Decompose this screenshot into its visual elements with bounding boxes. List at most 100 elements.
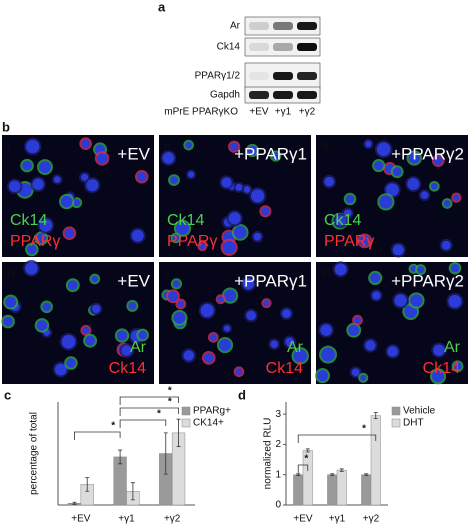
nucleus	[376, 142, 391, 157]
red-label: PPARγ	[167, 233, 217, 250]
bar	[370, 415, 381, 506]
nucleus	[64, 228, 75, 239]
error-bar	[130, 482, 135, 501]
nucleus	[218, 339, 232, 352]
numeral: II	[164, 142, 170, 153]
band	[297, 72, 317, 80]
red-label: Ck14	[266, 360, 303, 377]
nucleus	[39, 218, 53, 232]
annotation: *	[168, 386, 172, 397]
nucleus	[221, 177, 232, 188]
nucleus	[61, 195, 73, 208]
error-bar	[176, 418, 181, 448]
nucleus	[407, 178, 420, 191]
legend-swatch	[181, 418, 191, 428]
nucleus	[335, 215, 347, 226]
y-tick-label: 2	[275, 439, 281, 450]
nucleus	[73, 199, 81, 207]
band	[273, 72, 293, 80]
nucleus	[85, 335, 96, 346]
nucleus	[128, 301, 137, 310]
bracket	[119, 407, 179, 416]
nucleus	[27, 244, 37, 255]
nucleus	[433, 156, 443, 165]
nucleus	[410, 294, 423, 307]
nucleus	[36, 233, 47, 244]
bar	[293, 474, 304, 506]
nucleus	[321, 347, 336, 362]
nucleus	[209, 333, 217, 341]
legend-label: DHT	[403, 418, 424, 429]
band	[273, 91, 293, 99]
nucleus	[187, 171, 195, 178]
nucleus	[131, 229, 144, 242]
lane-title: mPrE PPARγKO	[164, 107, 238, 118]
x-tick-label: +γ1	[329, 514, 346, 525]
nucleus	[32, 178, 44, 191]
bracket	[297, 464, 309, 473]
nucleus	[285, 337, 295, 347]
panel-label: d	[238, 387, 246, 402]
error-bar	[330, 473, 335, 477]
numeral: III	[321, 142, 329, 153]
nucleus	[175, 221, 190, 235]
numeral: I	[7, 142, 10, 153]
nucleus	[351, 368, 360, 377]
nucleus	[365, 340, 376, 351]
bar	[361, 474, 372, 506]
nucleus	[54, 363, 67, 376]
row-label: Ck14	[217, 42, 241, 53]
nucleus	[242, 278, 255, 290]
nucleus	[200, 303, 214, 318]
legend-label: PPARg+	[193, 406, 231, 417]
annotation: *	[362, 424, 366, 435]
nucleus	[170, 176, 178, 185]
band	[273, 22, 293, 30]
nucleus	[81, 139, 90, 148]
error-bar	[163, 432, 168, 475]
error-bar	[72, 501, 77, 505]
nucleus	[334, 263, 347, 276]
band	[249, 91, 269, 99]
lane-label: +EV	[249, 107, 269, 118]
nucleus	[91, 275, 99, 283]
error-bar	[296, 473, 301, 477]
error-bar	[85, 477, 90, 492]
annotation: *	[111, 421, 115, 432]
nucleus	[453, 362, 462, 371]
nucleus	[404, 305, 418, 318]
green-label: Ck14	[324, 212, 361, 229]
nucleus	[5, 296, 17, 308]
nucleus	[433, 344, 445, 356]
nucleus	[417, 266, 425, 274]
annotation: *	[304, 454, 308, 465]
nucleus	[42, 302, 51, 312]
blot-strip	[244, 37, 321, 57]
nucleus	[80, 173, 89, 181]
nucleus	[61, 334, 76, 349]
nucleus	[172, 234, 180, 242]
nucleus	[177, 300, 185, 308]
legend-swatch	[391, 418, 401, 428]
numeral: IV	[7, 269, 17, 280]
nucleus	[185, 141, 192, 149]
red-label: PPARγ	[10, 233, 60, 250]
panel-label: c	[4, 387, 11, 402]
nucleus	[320, 324, 332, 336]
nucleus	[136, 171, 147, 182]
green-label: Ck14	[10, 212, 47, 229]
nucleus	[235, 368, 243, 376]
bar	[327, 474, 338, 506]
nucleus	[261, 207, 270, 216]
bracket	[74, 431, 121, 440]
bracket	[119, 419, 167, 428]
lane-label: +γ2	[299, 107, 316, 118]
nucleus	[67, 280, 78, 291]
nucleus	[36, 320, 48, 331]
nucleus	[345, 194, 355, 204]
y-tick-label: 3	[275, 409, 281, 420]
nucleus	[348, 324, 360, 336]
annotation: *	[157, 409, 161, 420]
nucleus	[408, 152, 420, 164]
